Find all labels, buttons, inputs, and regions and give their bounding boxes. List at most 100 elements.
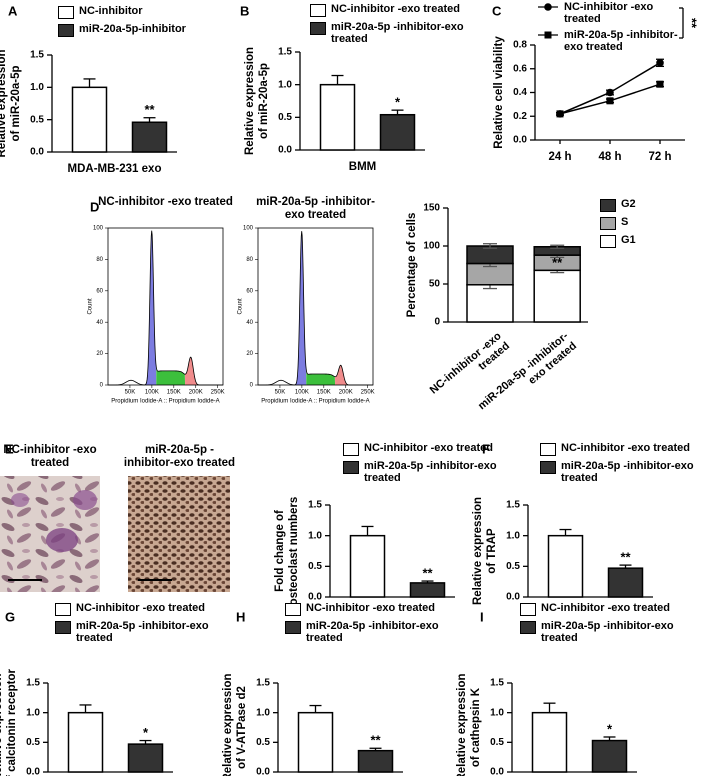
x-tick-label: 50K xyxy=(125,390,136,396)
legend: NC-inhibitor -exo treated miR-20a-5p -inh… xyxy=(520,602,676,644)
y-tick-label: 50 xyxy=(429,279,441,290)
legend-label: G1 xyxy=(621,234,636,246)
y-tick-label: 0.5 xyxy=(26,737,40,748)
y-tick-label: 0.0 xyxy=(26,767,40,776)
y-tick-label: 1.0 xyxy=(506,530,520,541)
legend-label: miR-20a-5p -inhibitor-exo treated xyxy=(331,21,464,46)
y-tick-label: 1.5 xyxy=(506,500,520,511)
legend: G2 S G1 xyxy=(600,198,651,248)
x-tick-label: 200K xyxy=(339,390,353,396)
legend-swatch xyxy=(343,443,359,456)
micrograph-cell xyxy=(11,493,29,507)
y-tick-label: 0.0 xyxy=(490,767,504,776)
y-axis-label: Relative expression xyxy=(0,673,4,776)
legend-item: NC-inhibitor -exo treated xyxy=(540,442,696,456)
y-tick-label: 0.5 xyxy=(278,112,292,123)
legend-label: NC-inhibitor -exo treated xyxy=(561,442,690,454)
significance: ** xyxy=(685,18,700,29)
legend-swatch xyxy=(538,31,558,39)
legend-item: miR-20a-5p -inhibitor-exo treated xyxy=(285,620,441,644)
y-axis-label: of miR-20a-5p xyxy=(10,65,22,141)
x-tick-label: 250K xyxy=(211,390,225,396)
y-tick-label: 20 xyxy=(246,351,253,357)
y-tick-label: 0.5 xyxy=(30,114,44,125)
legend-item: miR-20a-5p -inhibitor-exo treated xyxy=(520,620,676,644)
legend-swatch xyxy=(343,461,359,474)
y-axis-label: of cathepsin K xyxy=(470,687,482,767)
y-axis-label: Relative expression xyxy=(456,673,468,776)
legend: NC-inhibitor -exo treated miR-20a-5p -inh… xyxy=(343,442,499,484)
y-axis-label: of V-ATPase d2 xyxy=(236,686,248,769)
y-axis-label: Relative expression xyxy=(222,673,234,776)
y-tick-label: 1.5 xyxy=(490,678,504,689)
y-tick-label: 1.5 xyxy=(26,678,40,689)
bar xyxy=(379,113,416,151)
histogram-region xyxy=(306,369,336,385)
x-tick-label: 150K xyxy=(167,390,181,396)
legend: NC-inhibitor -exo treated miR-20a-5p -inh… xyxy=(537,1,682,53)
legend-swatch xyxy=(285,621,301,634)
significance: ** xyxy=(144,102,155,117)
legend-item: NC-inhibitor -exo treated xyxy=(343,442,499,456)
legend-swatch xyxy=(600,235,616,248)
y-tick-label: 0.8 xyxy=(513,40,527,51)
legend-item: miR-20a-5p-inhibitor xyxy=(58,23,214,37)
x-axis-label: MDA-MB-231 exo xyxy=(68,163,162,175)
y-tick-label: 40 xyxy=(246,320,253,326)
bar xyxy=(131,121,168,153)
legend-swatch xyxy=(538,3,558,11)
legend-label: miR-20a-5p -inhibitor-exo treated xyxy=(76,620,209,645)
legend-item: miR-20a-5p -inhibitor-exo treated xyxy=(537,29,682,53)
legend: NC-inhibitor -exo treated miR-20a-5p -inh… xyxy=(310,3,466,45)
plot-frame xyxy=(257,227,374,386)
y-tick-label: 0 xyxy=(434,317,440,328)
legend-label: miR-20a-5p -inhibitor-exo treated xyxy=(541,620,674,645)
y-tick-label: 0.0 xyxy=(278,145,292,156)
x-tick-label: 50K xyxy=(275,390,286,396)
legend-swatch xyxy=(540,443,556,456)
y-tick-label: 1.5 xyxy=(256,678,270,689)
bar-segment xyxy=(533,269,581,323)
legend-label: NC-inhibitor -exo treated xyxy=(364,442,493,454)
y-tick-label: 20 xyxy=(96,351,103,357)
image-title: NC-inhibitor -exo treated xyxy=(3,444,97,470)
panel-title: miR-20a-5p -inhibitor-exo treated xyxy=(256,196,375,222)
legend-label: G2 xyxy=(621,198,636,210)
bar xyxy=(607,567,644,598)
significance: * xyxy=(143,725,149,740)
legend-item: S xyxy=(600,216,651,230)
y-tick-label: 100 xyxy=(423,241,440,252)
y-axis-label: Relative expression xyxy=(0,49,8,157)
legend-item: NC-inhibitor xyxy=(58,5,214,19)
bar xyxy=(319,83,356,151)
y-tick-label: 0.0 xyxy=(308,592,322,603)
y-tick-label: 100 xyxy=(93,226,104,232)
y-tick-label: 0.5 xyxy=(308,561,322,572)
y-axis-label: of miR-20a-5p xyxy=(258,63,270,139)
legend-swatch xyxy=(310,4,326,17)
x-tick-label: 200K xyxy=(189,390,203,396)
y-axis-label: of TRAP xyxy=(486,528,498,574)
legend-swatch xyxy=(285,603,301,616)
y-tick-label: 0.4 xyxy=(513,87,527,98)
y-tick-label: 0.5 xyxy=(256,737,270,748)
y-axis-label: Percentage of cells xyxy=(406,213,418,318)
legend-item: miR-20a-5p -inhibitor-exo treated xyxy=(343,460,499,484)
y-tick-label: 0.0 xyxy=(513,135,527,146)
legend-swatch xyxy=(520,621,536,634)
y-axis-label: osteoclast numbers xyxy=(288,497,300,606)
bar xyxy=(127,743,164,773)
y-tick-label: 150 xyxy=(423,203,440,214)
histogram-region xyxy=(156,367,186,385)
legend-item: NC-inhibitor -exo treated xyxy=(285,602,441,616)
histogram-region xyxy=(295,232,307,385)
legend-label: NC-inhibitor -exo treated xyxy=(541,602,670,614)
y-tick-label: 40 xyxy=(96,320,103,326)
bar xyxy=(591,739,628,773)
marker xyxy=(606,88,614,97)
marker xyxy=(556,110,564,118)
panel-letter: A xyxy=(8,3,18,18)
legend-swatch xyxy=(520,603,536,616)
legend-label: miR-20a-5p-inhibitor xyxy=(79,23,186,35)
y-axis-label: Relative expression xyxy=(472,497,484,605)
